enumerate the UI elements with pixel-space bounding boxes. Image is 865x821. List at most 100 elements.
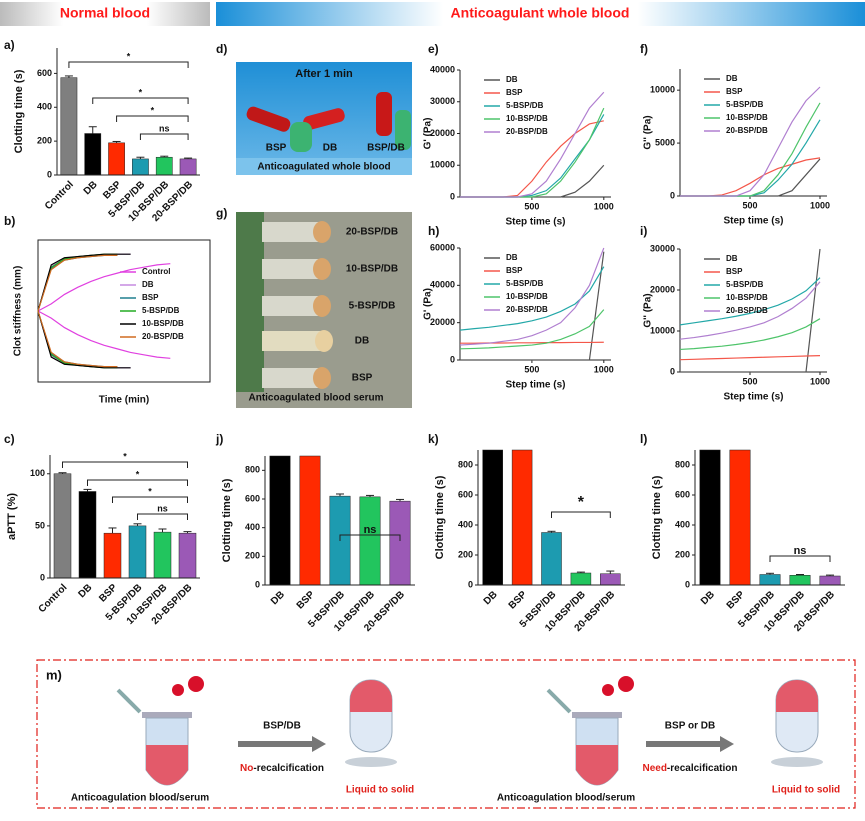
x-tick-label: 1000 xyxy=(810,200,830,210)
bar xyxy=(541,532,562,586)
legend-label: 20-BSP/DB xyxy=(142,332,184,341)
y-tick-label: 200 xyxy=(675,549,690,559)
legend-label: 10-BSP/DB xyxy=(726,293,768,302)
panel-label: g) xyxy=(216,206,227,220)
bar xyxy=(128,525,147,579)
series-line xyxy=(37,253,131,312)
significance-bracket xyxy=(769,555,831,562)
panel-label: m) xyxy=(46,667,62,682)
x-axis-label: Time (min) xyxy=(99,395,149,406)
y-axis-label: aPTT (%) xyxy=(6,493,18,540)
y-tick-label: 400 xyxy=(245,522,260,532)
panel-label: d) xyxy=(216,42,227,56)
y-tick-label: 30000 xyxy=(650,243,675,253)
significance-bracket xyxy=(339,534,401,541)
significance-label: * xyxy=(151,105,155,115)
series-line xyxy=(460,251,605,361)
tube xyxy=(262,296,322,316)
series-line xyxy=(37,310,118,368)
x-axis-label: Step time (s) xyxy=(505,217,565,228)
y-tick-label: 0 xyxy=(255,579,260,589)
y-tick-label: 40000 xyxy=(430,280,455,290)
x-tick-label: BSP xyxy=(97,582,120,605)
banner-right: Anticoagulant whole blood xyxy=(451,5,630,21)
legend-label: BSP xyxy=(726,87,743,96)
bar xyxy=(570,572,592,586)
bar xyxy=(759,574,781,586)
drop xyxy=(602,684,614,696)
bar xyxy=(103,532,122,579)
panel-label: e) xyxy=(428,42,439,56)
y-axis-label: G' (Pa) xyxy=(423,288,434,320)
legend-label: DB xyxy=(506,253,518,262)
arrow-head xyxy=(312,736,326,752)
x-tick-label: DB xyxy=(76,582,94,600)
base xyxy=(345,757,397,767)
x-tick-label: 1000 xyxy=(594,364,614,374)
condition-key: Need xyxy=(642,763,666,774)
tube-rim xyxy=(142,712,192,718)
bar xyxy=(299,455,321,586)
series-line xyxy=(680,86,821,197)
legend-label: 20-BSP/DB xyxy=(726,306,768,315)
x-axis-label: Step time (s) xyxy=(505,380,565,391)
blood xyxy=(776,680,818,712)
x-tick-label: BSP xyxy=(507,589,530,612)
photo-title: After 1 min xyxy=(295,68,353,80)
tube-label: 5-BSP/DB xyxy=(349,301,396,312)
legend-label: 20-BSP/DB xyxy=(506,127,548,136)
banner-left: Normal blood xyxy=(60,5,150,21)
series-line xyxy=(460,341,604,344)
legend-label: 20-BSP/DB xyxy=(726,126,768,135)
y-tick-label: 800 xyxy=(245,465,260,475)
significance-bracket xyxy=(139,133,189,140)
y-axis-label: Clot stiffness (mm) xyxy=(13,266,24,357)
legend-label: 5-BSP/DB xyxy=(142,306,180,315)
tube-label: BSP xyxy=(352,373,373,384)
legend-label: BSP xyxy=(726,267,743,276)
y-tick-label: 600 xyxy=(37,68,52,78)
series-line xyxy=(679,318,821,351)
y-tick-label: 0 xyxy=(468,579,473,589)
x-tick-label: BSP xyxy=(295,589,318,612)
scheme-source: Anticoagulation blood/serum xyxy=(71,793,209,804)
y-tick-label: 0 xyxy=(450,354,455,364)
caption-strip xyxy=(236,158,412,175)
series-line xyxy=(37,254,118,312)
y-tick-label: 20000 xyxy=(430,317,455,327)
scheme-result: Liquid to solid xyxy=(346,785,414,796)
series-line xyxy=(37,253,118,312)
series-line xyxy=(37,310,171,359)
bar xyxy=(108,142,125,176)
y-tick-label: 0 xyxy=(685,579,690,589)
series-line xyxy=(37,263,171,312)
significance-bracket xyxy=(62,461,188,468)
series-line xyxy=(679,281,821,340)
y-tick-label: 0 xyxy=(40,572,45,582)
cap xyxy=(313,258,331,280)
scheme-source: Anticoagulation blood/serum xyxy=(497,793,635,804)
y-axis-label: G' (Pa) xyxy=(423,118,434,150)
bar xyxy=(600,573,621,586)
bar xyxy=(179,158,197,176)
cap xyxy=(315,330,333,352)
legend-label: 10-BSP/DB xyxy=(506,292,548,301)
bar xyxy=(482,449,503,586)
scheme-result: Liquid to solid xyxy=(772,785,840,796)
bar xyxy=(729,449,751,586)
base xyxy=(771,757,823,767)
y-tick-label: 600 xyxy=(245,493,260,503)
blood xyxy=(576,745,618,785)
bar xyxy=(153,531,172,579)
y-axis-label: Clotting time (s) xyxy=(434,475,446,559)
x-tick-label: 500 xyxy=(742,376,757,386)
tube xyxy=(303,108,345,130)
tube xyxy=(262,331,324,351)
series-line xyxy=(37,310,131,369)
x-tick-label: 1000 xyxy=(810,376,830,386)
series-line xyxy=(37,254,118,312)
bar xyxy=(178,532,197,579)
significance-label: * xyxy=(136,469,140,479)
significance-label: * xyxy=(127,51,131,61)
series-line xyxy=(37,310,118,368)
